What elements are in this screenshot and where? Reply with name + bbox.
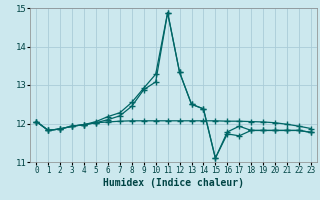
X-axis label: Humidex (Indice chaleur): Humidex (Indice chaleur) — [103, 178, 244, 188]
